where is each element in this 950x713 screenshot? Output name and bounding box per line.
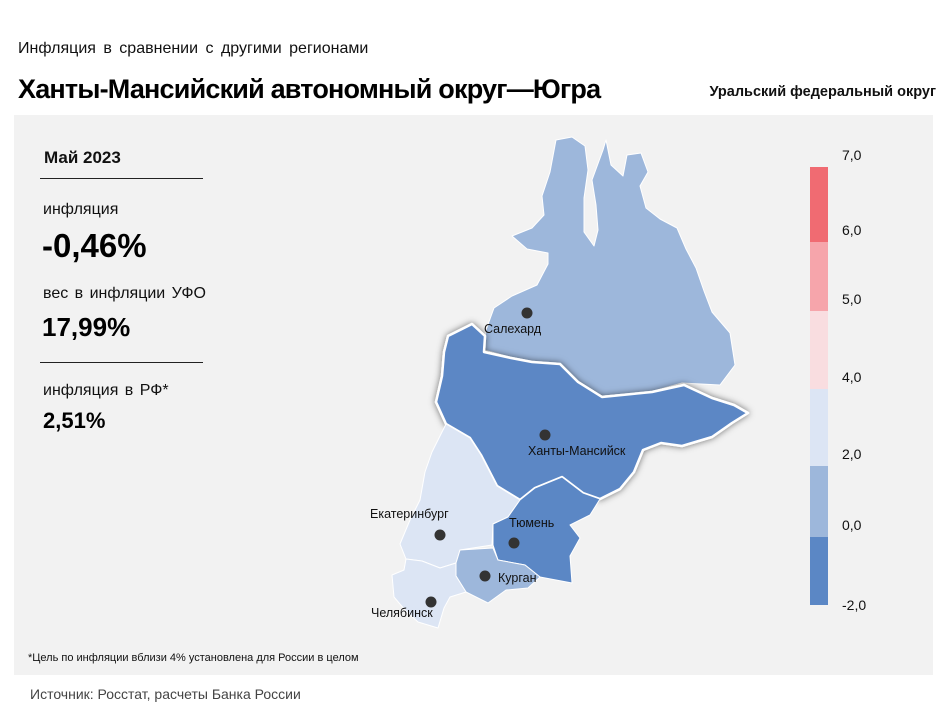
legend-bin-5 bbox=[810, 167, 828, 242]
legend-bin-2 bbox=[810, 389, 828, 466]
legend-bin-3 bbox=[810, 311, 828, 389]
divider-top bbox=[40, 178, 203, 179]
legend-tick-label: 2,0 bbox=[842, 446, 862, 462]
divider-bottom bbox=[40, 362, 203, 363]
legend-tick-label: 5,0 bbox=[842, 291, 862, 307]
weight-label: вес в инфляции УФО bbox=[43, 285, 206, 302]
federal-district-label: Уральский федеральный округ bbox=[709, 84, 936, 100]
rf-inflation-value: 2,51% bbox=[43, 408, 106, 433]
city-label-salekhard: Салехард bbox=[484, 322, 542, 336]
region-title: Ханты-Мансийский автономный округ—Югра bbox=[18, 74, 601, 104]
region-chelyabinsk[interactable] bbox=[391, 558, 467, 629]
period-label: Май 2023 bbox=[44, 148, 121, 167]
city-label-yekaterinburg: Екатеринбург bbox=[370, 507, 449, 521]
region-tyumen[interactable] bbox=[492, 476, 601, 584]
city-label-chelyabinsk: Челябинск bbox=[371, 606, 433, 620]
legend-tick-label: 7,0 bbox=[842, 147, 862, 163]
legend-bin-1 bbox=[810, 466, 828, 537]
legend-bin-0 bbox=[810, 537, 828, 605]
city-label-tyumen: Тюмень bbox=[509, 516, 554, 530]
legend-tick-label: -2,0 bbox=[842, 597, 866, 613]
source-note: Источник: Росстат, расчеты Банка России bbox=[30, 686, 301, 702]
color-legend: -2,0 0,0 2,0 4,0 5,0 6,0 7,0 bbox=[810, 147, 866, 613]
city-khanty-mansiysk: Ханты-Мансийск bbox=[528, 429, 626, 458]
region-yamalo-nenets[interactable] bbox=[483, 136, 736, 397]
legend-bin-4 bbox=[810, 242, 828, 311]
inflation-label: инфляция bbox=[43, 201, 119, 218]
legend-tick-label: 4,0 bbox=[842, 369, 862, 385]
rf-inflation-label: инфляция в РФ* bbox=[43, 382, 169, 399]
legend-tick-label: 0,0 bbox=[842, 517, 862, 533]
weight-value: 17,99% bbox=[42, 312, 131, 342]
city-salekhard: Салехард bbox=[484, 307, 542, 336]
city-tyumen: Тюмень bbox=[508, 516, 554, 549]
city-label-khanty-mansiysk: Ханты-Мансийск bbox=[528, 444, 626, 458]
footnote: *Цель по инфляции вблизи 4% установлена … bbox=[28, 652, 359, 664]
city-yekaterinburg: Екатеринбург bbox=[370, 507, 449, 541]
city-chelyabinsk: Челябинск bbox=[371, 596, 437, 620]
city-kurgan: Курган bbox=[479, 570, 537, 585]
inflation-value: -0,46% bbox=[42, 227, 147, 264]
legend-tick-label: 6,0 bbox=[842, 222, 862, 238]
city-label-kurgan: Курган bbox=[498, 571, 537, 585]
chart-subtitle: Инфляция в сравнении с другими регионами bbox=[18, 40, 369, 57]
